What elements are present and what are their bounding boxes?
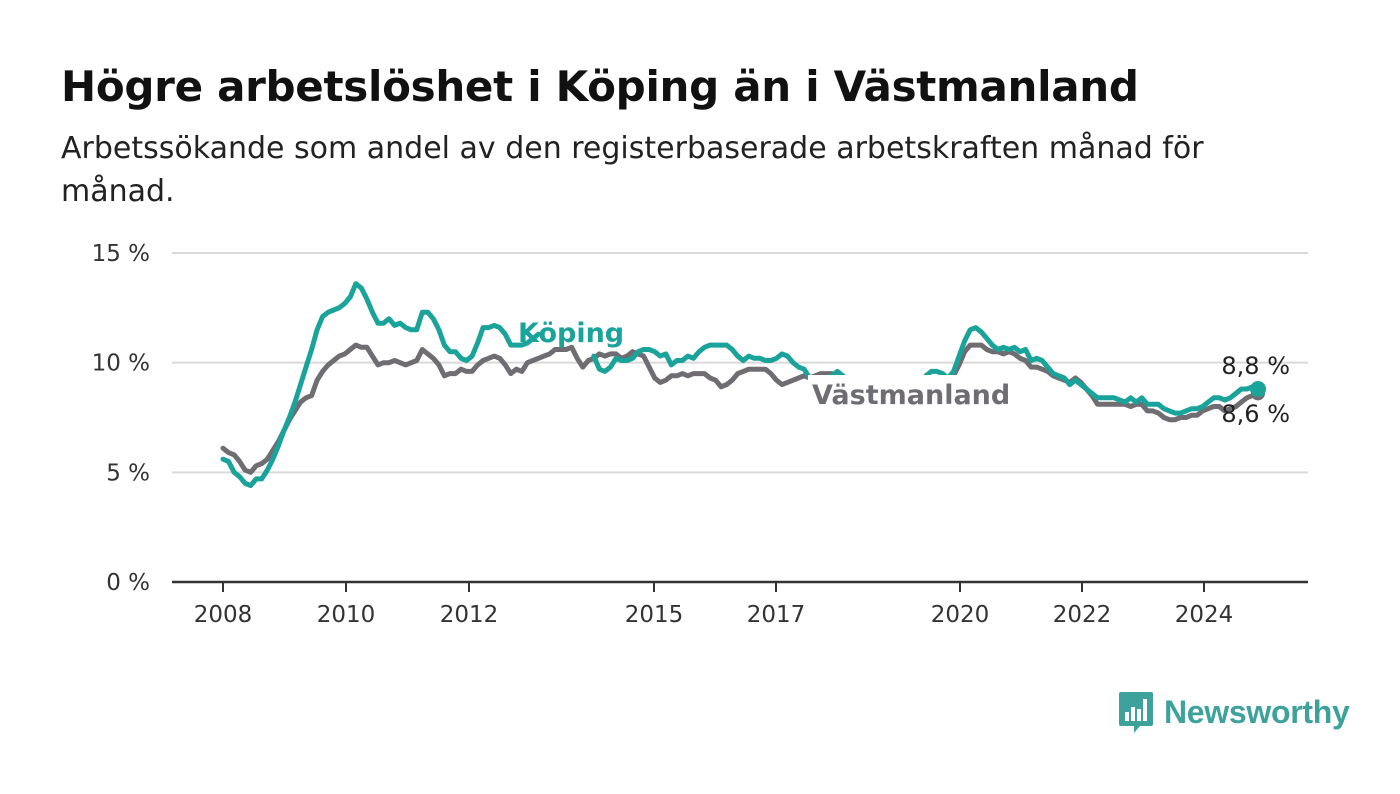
- series-line-koping: [917, 325, 1261, 416]
- x-tick-label: 2022: [1053, 602, 1112, 628]
- x-tick-label: 2010: [317, 602, 376, 628]
- series-lines: [220, 281, 1266, 488]
- series-label-background: [808, 375, 1012, 409]
- y-tick-label: 0 %: [106, 570, 150, 596]
- brand-name: Newsworthy: [1164, 693, 1350, 730]
- koping-end-value: 8,8 %: [1221, 352, 1290, 380]
- x-tick-label: 2024: [1175, 602, 1234, 628]
- series-label-koping: Köping: [518, 318, 624, 349]
- series-line-vastmanland: [220, 342, 857, 475]
- chart-title: Högre arbetslöshet i Köping än i Västman…: [61, 62, 1139, 111]
- series-labels: Köping Västmanland 8,8 % 8,6 %: [518, 318, 1290, 428]
- x-tick-label: 2020: [931, 602, 990, 628]
- y-tick-label: 15 %: [92, 241, 150, 267]
- x-tick-label: 2012: [440, 602, 499, 628]
- vastmanland-end-value: 8,6 %: [1221, 400, 1290, 428]
- x-tick-label: 2015: [625, 602, 684, 628]
- grid-lines: [172, 252, 1308, 584]
- koping-end-point: [1250, 380, 1266, 397]
- x-axis: 2008 2010 2012 2015 2017 2020 2022 2024: [194, 582, 1234, 628]
- y-tick-label: 5 %: [106, 460, 150, 486]
- newsworthy-bar-chart-icon: [1119, 692, 1153, 733]
- series-line-koping: [591, 342, 818, 385]
- series-line-koping: [220, 281, 541, 488]
- series-label-vastmanland: Västmanland: [812, 380, 1010, 411]
- newsworthy-logo: Newsworthy: [1118, 690, 1350, 734]
- y-axis: 0 % 5 % 10 % 15 %: [92, 241, 150, 596]
- x-tick-label: 2017: [747, 602, 806, 628]
- x-tick-label: 2008: [194, 602, 253, 628]
- series-line-vastmanland: [945, 342, 1261, 423]
- y-tick-label: 10 %: [92, 351, 150, 377]
- chart-subtitle: Arbetssökande som andel av den registerb…: [61, 131, 1204, 209]
